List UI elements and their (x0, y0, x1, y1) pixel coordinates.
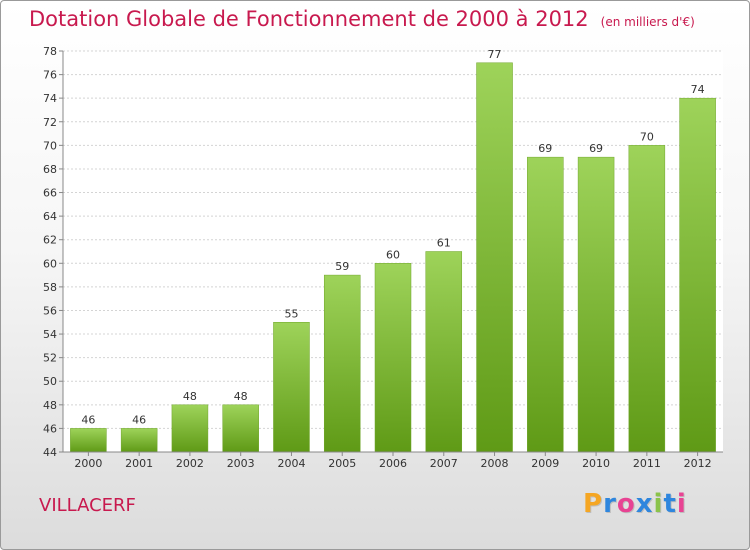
y-tick-label: 54 (43, 328, 57, 341)
x-tick-label: 2000 (74, 457, 102, 470)
y-tick-label: 72 (43, 116, 57, 129)
x-tick-label: 2005 (328, 457, 356, 470)
x-tick-label: 2011 (633, 457, 661, 470)
bar (527, 156, 564, 453)
y-tick-label: 64 (43, 210, 57, 223)
data-label: 59 (335, 260, 349, 273)
logo-letter: r (603, 489, 617, 519)
x-tick-label: 2002 (176, 457, 204, 470)
bar (679, 97, 716, 453)
bar (171, 404, 209, 453)
y-tick-label: 46 (43, 422, 57, 435)
y-tick-label: 48 (43, 399, 57, 412)
y-tick-label: 52 (43, 352, 57, 365)
data-label: 70 (640, 130, 654, 143)
bar (273, 322, 310, 453)
y-tick-label: 62 (43, 234, 57, 247)
data-label: 46 (81, 413, 95, 426)
bar (476, 62, 513, 453)
bar (374, 263, 412, 453)
data-label: 46 (132, 413, 146, 426)
y-tick-label: 58 (43, 281, 57, 294)
logo-letter: o (616, 489, 636, 519)
x-tick-label: 2009 (531, 457, 559, 470)
title-unit: (en milliers d'€) (600, 15, 695, 29)
data-label: 60 (386, 248, 400, 261)
y-tick-label: 78 (43, 45, 57, 58)
data-label: 77 (488, 48, 502, 61)
data-label: 55 (284, 307, 298, 320)
x-tick-label: 2003 (227, 457, 255, 470)
title-main: Dotation Globale de Fonctionnement de 20… (29, 7, 589, 31)
x-tick-label: 2008 (481, 457, 509, 470)
y-tick-label: 66 (43, 187, 57, 200)
y-tick-label: 74 (43, 92, 57, 105)
logo-letter: i (653, 489, 664, 519)
logo-letter: x (635, 489, 654, 519)
y-tick-label: 60 (43, 257, 57, 270)
data-label: 48 (183, 390, 197, 403)
data-label: 48 (234, 390, 248, 403)
proxiti-logo: Proxiti (583, 489, 687, 519)
data-label: 69 (589, 142, 603, 155)
y-tick-label: 44 (43, 446, 57, 459)
y-tick-label: 56 (43, 304, 57, 317)
logo-letter: P (583, 489, 604, 519)
commune-name: VILLACERF (39, 495, 136, 516)
y-tick-label: 68 (43, 163, 57, 176)
bar (628, 145, 666, 453)
y-tick-label: 76 (43, 69, 57, 82)
bar (222, 404, 259, 453)
bar (120, 428, 158, 453)
logo-letter: i (676, 489, 687, 519)
x-tick-label: 2001 (125, 457, 153, 470)
bar (323, 274, 361, 453)
data-label: 69 (538, 142, 552, 155)
y-tick-label: 50 (43, 375, 57, 388)
bar (425, 251, 463, 453)
bar (70, 428, 107, 453)
x-tick-label: 2006 (379, 457, 407, 470)
bar (577, 156, 615, 453)
chart-title: Dotation Globale de Fonctionnement de 20… (29, 7, 695, 31)
data-label: 74 (691, 83, 705, 96)
y-tick-label: 70 (43, 139, 57, 152)
data-label: 61 (437, 237, 451, 250)
x-tick-label: 2007 (430, 457, 458, 470)
x-tick-label: 2012 (684, 457, 712, 470)
x-tick-label: 2004 (277, 457, 305, 470)
x-tick-label: 2010 (582, 457, 610, 470)
logo-letter: t (663, 489, 677, 519)
